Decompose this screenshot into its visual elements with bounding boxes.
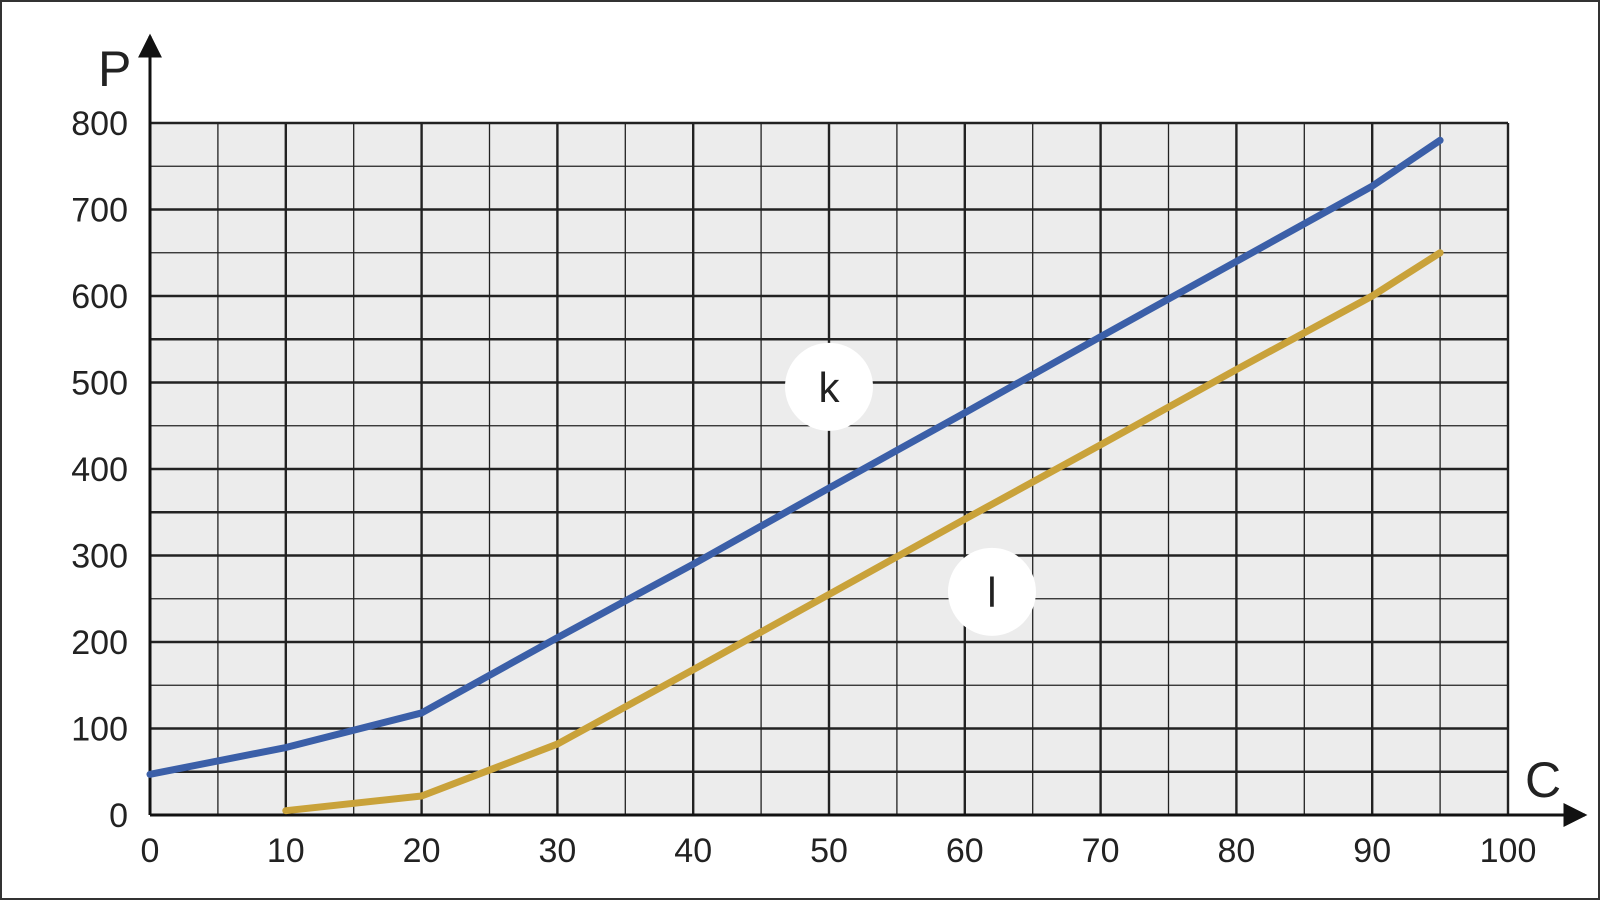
y-tick-label: 400 [71, 451, 128, 489]
y-tick-label: 200 [71, 624, 128, 662]
x-tick-label: 40 [674, 832, 712, 870]
series-label-k: k [819, 364, 841, 411]
x-tick-label: 10 [267, 832, 305, 870]
x-tick-label: 30 [538, 832, 576, 870]
x-tick-label: 90 [1353, 832, 1391, 870]
x-tick-label: 0 [141, 832, 160, 870]
y-tick-label: 700 [71, 192, 128, 230]
series-label-l: l [987, 569, 996, 616]
y-tick-label: 300 [71, 538, 128, 576]
y-tick-label: 800 [71, 105, 128, 143]
y-tick-label: 100 [71, 711, 128, 749]
x-tick-label: 60 [946, 832, 984, 870]
x-tick-label: 70 [1082, 832, 1120, 870]
y-tick-label: 500 [71, 365, 128, 403]
x-tick-label: 100 [1480, 832, 1537, 870]
series-line-l [282, 249, 1444, 815]
x-tick-label: 80 [1217, 832, 1255, 870]
series-label-badge [785, 342, 873, 431]
y-tick-label: 0 [109, 797, 128, 835]
series-line-k [146, 136, 1444, 778]
y-axis-label: P [98, 41, 131, 97]
x-axis-label: C [1525, 752, 1561, 808]
x-tick-label: 20 [403, 832, 441, 870]
series-label-badge [947, 547, 1036, 636]
y-tick-label: 600 [71, 278, 128, 316]
x-tick-label: 50 [810, 832, 848, 870]
